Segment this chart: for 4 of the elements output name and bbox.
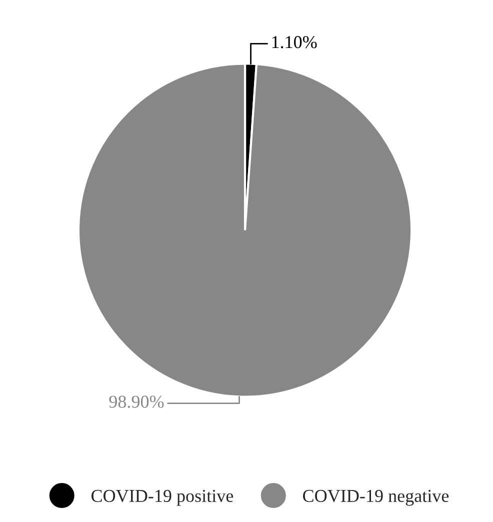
data-label: 1.10%: [272, 36, 317, 48]
legend-label: COVID-19 positive: [91, 490, 234, 506]
legend-label: COVID-19 negative: [303, 490, 449, 506]
data-label: 98.90%: [109, 396, 164, 408]
